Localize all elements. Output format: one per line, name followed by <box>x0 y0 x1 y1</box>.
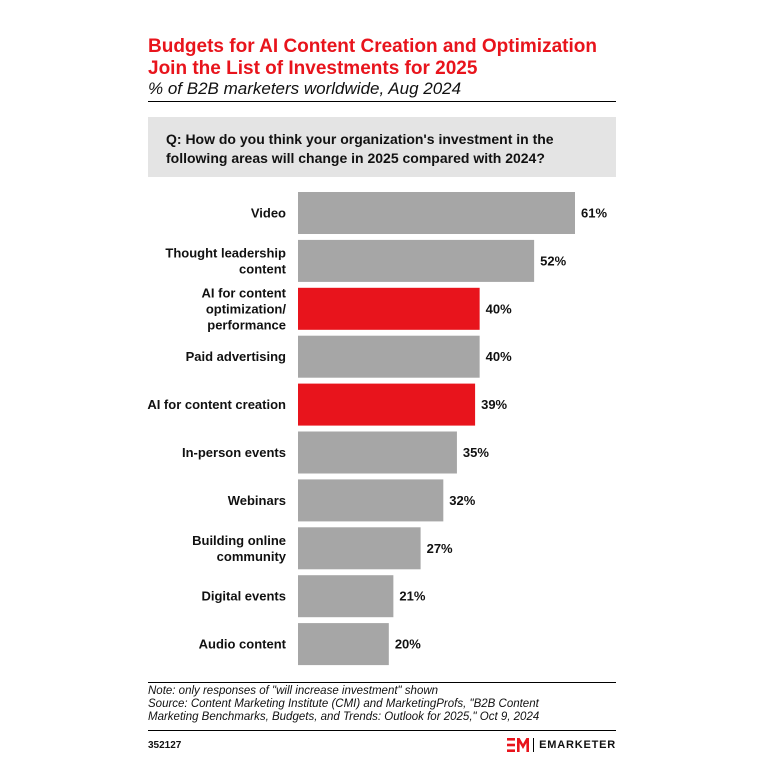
category-label: content <box>239 261 287 276</box>
footer-divider <box>148 730 616 731</box>
chart-notes: Note: only responses of "will increase i… <box>148 685 616 724</box>
category-label: optimization/ <box>206 301 287 316</box>
category-label: Building online <box>192 533 286 548</box>
brand-name: EMARKETER <box>539 739 616 751</box>
value-label: 35% <box>463 445 489 460</box>
category-label: community <box>217 549 287 564</box>
bar <box>298 335 480 378</box>
value-label: 52% <box>540 253 566 268</box>
value-label: 21% <box>399 589 425 604</box>
bar <box>298 239 535 282</box>
category-label: Audio content <box>199 637 287 652</box>
category-label: Paid advertising <box>186 349 286 364</box>
chart-title-line-2: Join the List of Investments for 2025 <box>148 58 478 79</box>
source-text-line-2: Marketing Benchmarks, Budgets, and Trend… <box>148 711 540 723</box>
category-label: AI for content <box>202 285 287 300</box>
survey-question-line-2: following areas will change in 2025 comp… <box>166 150 545 166</box>
bar <box>298 383 476 426</box>
value-label: 32% <box>449 493 475 508</box>
title-divider <box>148 101 616 102</box>
bar <box>298 479 444 522</box>
emarketer-logo-icon <box>507 738 530 752</box>
bar <box>298 527 421 570</box>
chart-title-line-1: Budgets for AI Content Creation and Opti… <box>148 36 597 57</box>
value-label: 40% <box>486 301 512 316</box>
bar <box>298 192 575 234</box>
brand-mark: EMARKETER <box>507 737 616 753</box>
value-label: 27% <box>427 541 453 556</box>
category-label: In-person events <box>182 445 286 460</box>
value-label: 61% <box>581 206 607 221</box>
bar <box>298 575 394 618</box>
value-label: 20% <box>395 637 421 652</box>
brand-separator <box>533 738 535 752</box>
value-label: 40% <box>486 349 512 364</box>
survey-question-line-1: Q: How do you think your organization's … <box>166 131 554 147</box>
source-text-line-1: Source: Content Marketing Institute (CMI… <box>148 698 539 710</box>
chart-subtitle: % of B2B marketers worldwide, Aug 2024 <box>148 79 462 98</box>
category-label: Thought leadership <box>165 245 286 260</box>
survey-question: Q: How do you think your organization's … <box>148 117 616 177</box>
chart-title: Budgets for AI Content Creation and Opti… <box>148 36 618 80</box>
note-text: Note: only responses of "will increase i… <box>148 685 439 697</box>
bar <box>298 431 457 474</box>
category-label: Digital events <box>201 589 286 604</box>
category-label: performance <box>207 317 286 332</box>
bar <box>298 287 480 330</box>
value-label: 39% <box>481 397 507 412</box>
bar <box>298 623 389 666</box>
category-label: AI for content creation <box>147 397 286 412</box>
category-label: Video <box>251 206 286 221</box>
notes-divider <box>148 682 616 683</box>
category-label: Webinars <box>228 493 286 508</box>
chart-id: 352127 <box>148 740 182 751</box>
